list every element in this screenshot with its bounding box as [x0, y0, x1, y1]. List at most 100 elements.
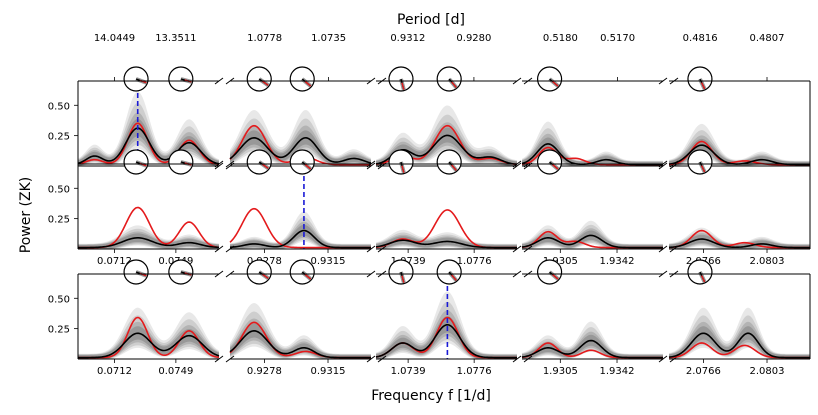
median-series-line	[375, 239, 518, 249]
uncertainty-band	[376, 316, 517, 359]
axis-break-mark	[214, 355, 224, 363]
x-tick-label: 2.0766	[686, 366, 721, 377]
subplot-r1-c3: 1.9305 1.9342	[521, 149, 679, 267]
power-axis-label: Power (ZK)	[18, 177, 34, 253]
axis-break-mark	[658, 245, 668, 253]
median-series-line	[375, 323, 517, 359]
uncertainty-band	[522, 228, 663, 249]
median-series-line	[229, 330, 371, 359]
uncertainty-band	[230, 224, 371, 249]
axis-break-mark	[512, 77, 522, 85]
uncertainty-band	[230, 311, 371, 359]
x-tick-label: 1.9305	[543, 256, 578, 267]
x-tick-label: 0.0712	[97, 256, 132, 267]
axis-break-mark	[366, 245, 376, 253]
axis-break-mark	[214, 245, 224, 253]
subplot-r2-c3: 1.9305 1.9342	[521, 259, 679, 377]
median-series-line	[668, 332, 810, 359]
uncertainty-band	[230, 303, 371, 359]
period-tick-label: 0.5180	[543, 33, 578, 44]
period-tick-label: 0.9312	[390, 33, 425, 44]
axis-break-mark	[512, 270, 522, 278]
uncertainty-band	[669, 230, 810, 249]
median-series-line	[77, 127, 220, 165]
x-tick-label: 0.0712	[97, 366, 132, 377]
phase-reference-needle	[451, 81, 457, 88]
frequency-axis-label: Frequency f [1/d]	[371, 388, 491, 404]
uncertainty-band	[230, 217, 371, 249]
period-tick-label: 0.9280	[456, 33, 491, 44]
phase-reference-needle	[701, 275, 706, 283]
uncertainty-band	[230, 318, 371, 359]
phase-reference-needle	[552, 81, 559, 87]
x-tick-label: 2.0803	[750, 256, 785, 267]
phase-reference-needle	[552, 164, 559, 170]
x-tick-label: 1.9305	[543, 366, 578, 377]
axis-break-mark	[214, 77, 224, 85]
phase-reference-needle	[451, 274, 457, 281]
period-tick-label: 13.3511	[155, 33, 196, 44]
y-tick-label: 0.50	[48, 101, 70, 112]
axis-break-mark	[658, 77, 668, 85]
period-tick-label: 0.5170	[600, 33, 635, 44]
x-tick-label: 0.9315	[311, 256, 346, 267]
period-tick-label: 14.0449	[94, 33, 135, 44]
y-tick-label: 0.25	[48, 132, 70, 143]
subplot-r1-c2: 1.0739 1.0776	[375, 149, 533, 267]
axis-break-mark	[658, 162, 668, 170]
uncertainty-band	[78, 91, 219, 166]
x-tick-label: 2.0803	[750, 366, 785, 377]
uncertainty-band	[669, 326, 810, 359]
uncertainty-band	[522, 334, 663, 359]
uncertainty-band	[669, 315, 810, 359]
phase-reference-needle	[304, 274, 312, 280]
subplot-r2-c0: 0.50 0.25 0.0712 0.0749	[48, 259, 235, 377]
phase-reference-needle	[701, 165, 706, 173]
axis-break-mark	[512, 355, 522, 363]
uncertainty-band	[669, 130, 810, 166]
uncertainty-band	[230, 323, 371, 359]
uncertainty-band	[376, 229, 517, 249]
axis-break-mark	[512, 160, 522, 168]
y-tick-label: 0.25	[48, 215, 70, 226]
period-tick-label: 0.4816	[683, 33, 718, 44]
phase-reference-needle	[701, 82, 706, 90]
median-series-line	[668, 238, 811, 249]
uncertainty-band	[230, 211, 371, 249]
x-tick-label: 1.9342	[600, 366, 635, 377]
median-series-line	[521, 339, 663, 359]
subplot-r2-c1: 0.9278 0.9315	[229, 259, 387, 377]
y-tick-label: 0.50	[48, 294, 70, 305]
uncertainty-band	[669, 227, 810, 249]
axis-break-mark	[366, 355, 376, 363]
x-tick-label: 1.0739	[391, 256, 426, 267]
phase-reference-needle	[552, 274, 559, 280]
phase-reference-needle	[304, 164, 312, 170]
uncertainty-band	[230, 221, 371, 249]
axis-break-mark	[658, 355, 668, 363]
axis-break-mark	[512, 245, 522, 253]
axis-break-mark	[658, 270, 668, 278]
median-series-line	[521, 234, 663, 249]
median-series-line	[521, 143, 663, 166]
phase-reference-needle	[401, 82, 405, 90]
uncertainty-band	[669, 307, 810, 359]
median-series-line	[77, 237, 220, 249]
subplot-r2-c2: 1.0739 1.0776	[375, 259, 533, 377]
y-tick-label: 0.50	[48, 184, 70, 195]
uncertainty-band	[376, 236, 517, 249]
phase-reference-needle	[401, 275, 405, 283]
axis-break-mark	[366, 162, 376, 170]
period-tick-label: 1.0778	[247, 33, 282, 44]
period-axis-label: Period [d]	[397, 12, 465, 28]
phase-reference-needle	[262, 80, 269, 86]
phase-reference-needle	[401, 165, 405, 173]
y-tick-label: 0.25	[48, 325, 70, 336]
uncertainty-band	[669, 233, 810, 249]
axis-break-mark	[214, 162, 224, 170]
panel-grid: 14.0449 13.3511 0.50 0.25 0.50 0.25 0.0712 0.07…	[48, 33, 811, 377]
uncertainty-band	[230, 125, 371, 166]
